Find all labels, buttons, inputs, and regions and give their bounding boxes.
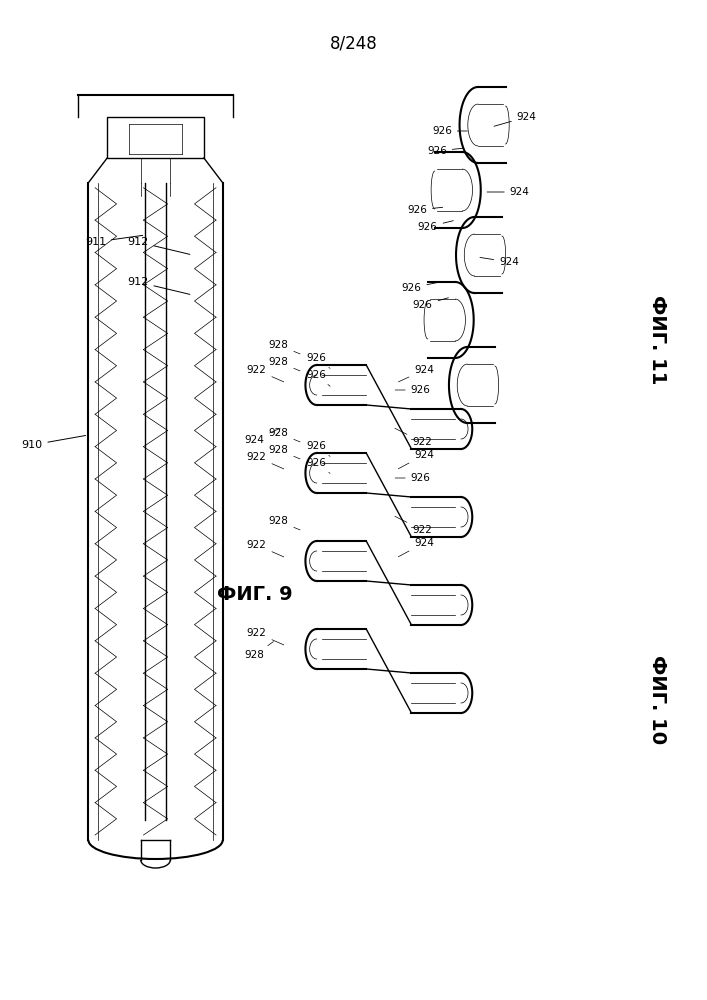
Text: 910: 910: [21, 435, 86, 450]
Text: 926: 926: [395, 473, 431, 483]
Text: 926: 926: [306, 458, 330, 473]
Text: 926: 926: [395, 385, 431, 395]
Text: 926: 926: [306, 353, 330, 368]
Text: 924: 924: [399, 365, 434, 382]
Text: 924: 924: [398, 538, 434, 557]
Text: 926: 926: [306, 370, 330, 386]
Text: 924: 924: [487, 187, 530, 197]
Text: 926: 926: [407, 205, 443, 215]
Text: 922: 922: [395, 516, 432, 535]
Text: 924: 924: [494, 112, 537, 126]
Text: 926: 926: [427, 146, 462, 156]
Text: 922: 922: [247, 540, 284, 557]
Text: ФИГ. 10: ФИГ. 10: [648, 655, 667, 745]
Text: 924: 924: [245, 428, 280, 445]
Text: 928: 928: [269, 516, 300, 530]
Text: 928: 928: [269, 428, 300, 442]
Text: 922: 922: [247, 628, 284, 645]
Text: 926: 926: [432, 126, 467, 136]
Text: 912: 912: [127, 277, 189, 294]
Text: 922: 922: [395, 428, 432, 447]
Text: 928: 928: [269, 357, 300, 371]
Text: 926: 926: [306, 441, 330, 456]
Text: 922: 922: [247, 365, 284, 382]
Text: 924: 924: [398, 450, 434, 469]
Text: 911: 911: [85, 235, 143, 247]
Text: ФИГ. 9: ФИГ. 9: [217, 585, 292, 604]
Text: 928: 928: [245, 642, 274, 660]
Text: 928: 928: [269, 445, 300, 459]
Text: 926: 926: [402, 283, 437, 293]
Text: 8/248: 8/248: [329, 35, 378, 53]
Text: 926: 926: [418, 221, 453, 232]
Text: 912: 912: [127, 237, 189, 254]
Text: 924: 924: [480, 257, 519, 267]
Text: 928: 928: [269, 340, 300, 354]
Text: ФИГ. 11: ФИГ. 11: [648, 295, 667, 385]
Text: 926: 926: [413, 298, 448, 310]
Text: 922: 922: [247, 452, 284, 469]
